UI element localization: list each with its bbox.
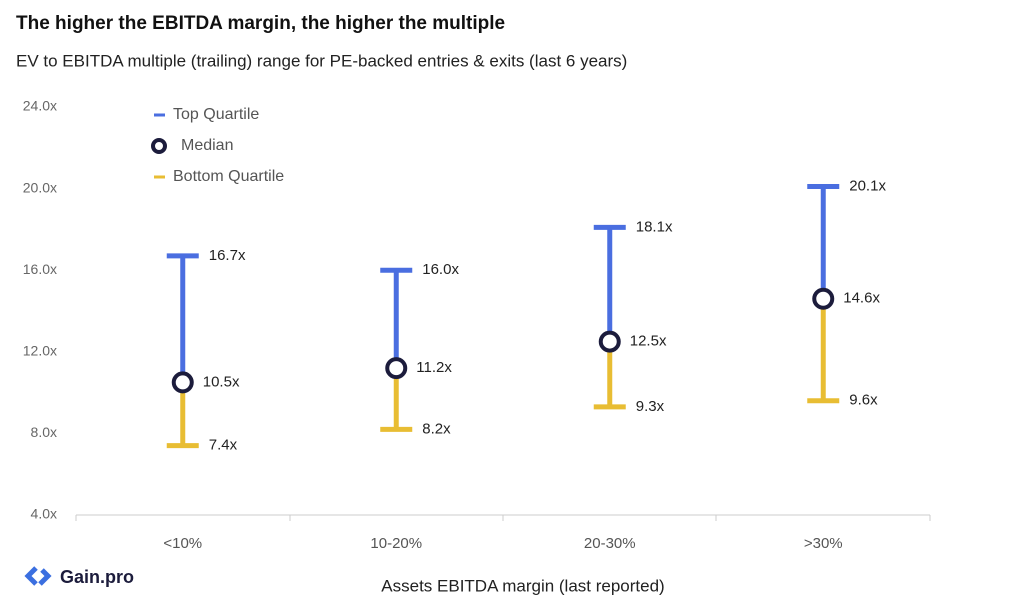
legend-label: Bottom Quartile <box>173 168 284 185</box>
y-tick-label: 8.0x <box>31 424 57 440</box>
data-label: 8.2x <box>422 420 451 437</box>
brand: Gain.pro <box>60 567 134 587</box>
data-label: 20.1x <box>849 178 886 195</box>
x-tick-label: 10-20% <box>370 535 422 552</box>
median-marker <box>598 330 621 353</box>
y-tick-label: 4.0x <box>31 506 57 522</box>
x-tick-label: 20-30% <box>584 535 636 552</box>
x-axis-label: Assets EBITDA margin (last reported) <box>381 576 664 595</box>
y-tick-label: 16.0x <box>23 261 57 277</box>
data-label: 7.4x <box>209 437 238 454</box>
legend-label: Median <box>181 137 233 154</box>
y-tick-label: 12.0x <box>23 343 57 359</box>
y-tick-label: 20.0x <box>23 179 57 195</box>
y-tick-label: 24.0x <box>23 98 57 114</box>
median-marker <box>385 357 408 380</box>
data-label: 18.1x <box>636 218 673 235</box>
data-label: 16.0x <box>422 261 459 278</box>
legend-marker <box>151 138 167 154</box>
data-label: 9.3x <box>636 398 665 415</box>
category-separators <box>75 515 931 521</box>
legend-label: Top Quartile <box>173 106 259 123</box>
logo-icon <box>24 566 52 586</box>
x-tick-label: >30% <box>804 535 843 552</box>
data-label: 14.6x <box>843 290 880 307</box>
median-marker <box>171 371 194 394</box>
median-marker <box>812 287 835 310</box>
chart-title: The higher the EBITDA margin, the higher… <box>16 13 505 34</box>
data-label: 9.6x <box>849 392 878 409</box>
data-label: 10.5x <box>203 373 240 390</box>
data-label: 11.2x <box>416 359 452 376</box>
logo: Gain.pro <box>24 566 134 587</box>
x-tick-label: <10% <box>163 535 202 552</box>
chart-subtitle: EV to EBITDA multiple (trailing) range f… <box>16 51 627 70</box>
data-label: 12.5x <box>630 333 667 350</box>
data-label: 16.7x <box>209 247 246 264</box>
